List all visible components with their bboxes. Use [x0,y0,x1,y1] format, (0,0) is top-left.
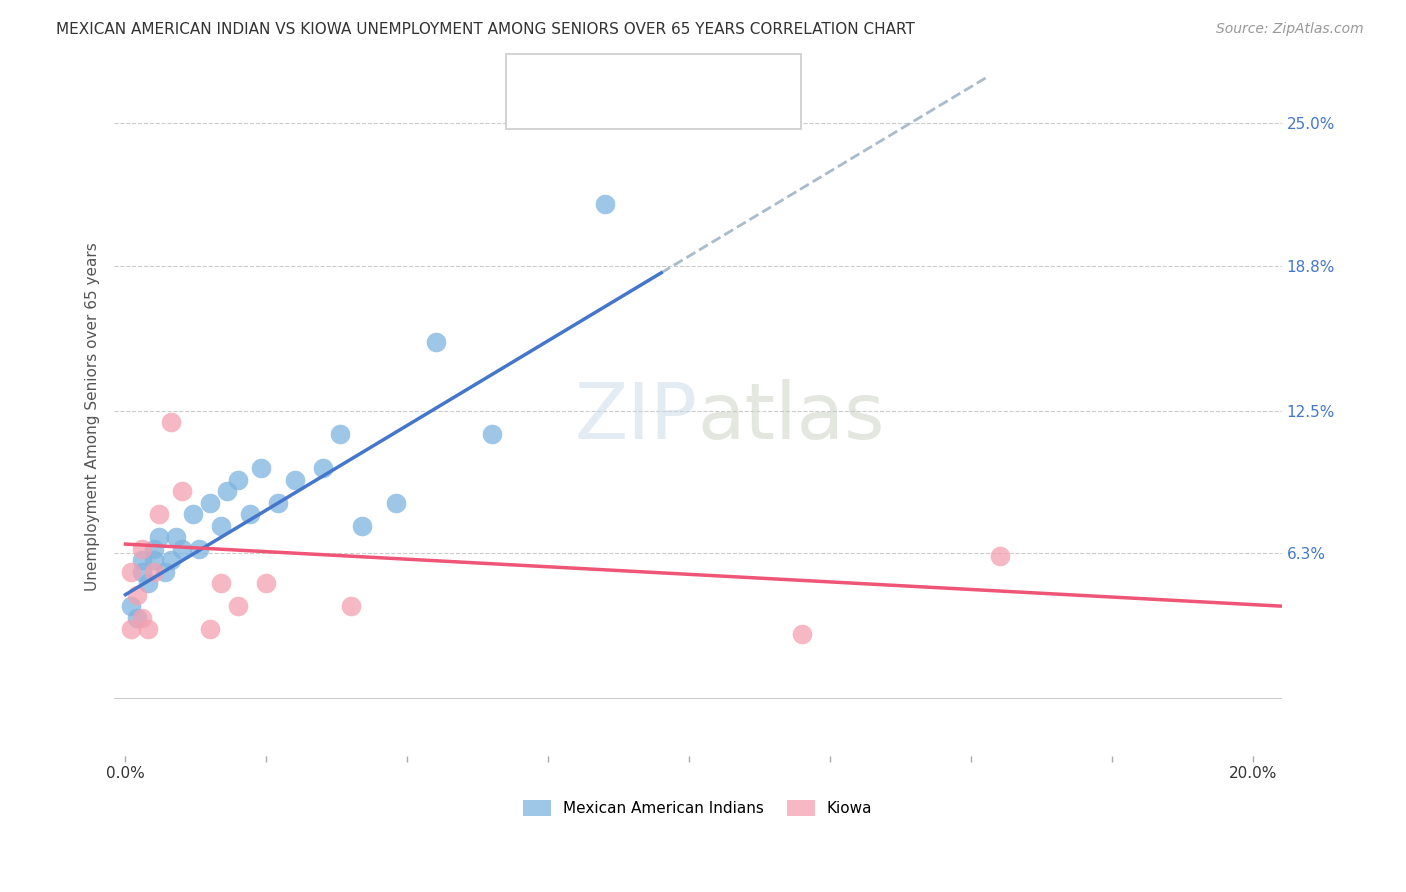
Text: MEXICAN AMERICAN INDIAN VS KIOWA UNEMPLOYMENT AMONG SENIORS OVER 65 YEARS CORREL: MEXICAN AMERICAN INDIAN VS KIOWA UNEMPLO… [56,22,915,37]
Point [131,541,153,556]
Point [226,599,249,614]
Text: ZIP: ZIP [575,378,697,455]
Point [181,507,204,521]
Point [352,518,374,533]
Point [249,461,271,475]
Point [120,622,142,636]
Text: -0.258: -0.258 [589,102,648,120]
Point [136,622,159,636]
Point [148,507,170,521]
Y-axis label: Unemployment Among Seniors over 65 years: Unemployment Among Seniors over 65 years [86,242,100,591]
Point [131,610,153,624]
Point [215,484,238,499]
Text: R =: R = [544,102,581,120]
Point [125,588,148,602]
Point [198,622,221,636]
Point [136,576,159,591]
Point [170,484,193,499]
Point [170,541,193,556]
Point [284,473,307,487]
Point [142,553,165,567]
Point [792,626,814,640]
Point [187,541,209,556]
Point [209,576,232,591]
Point [131,565,153,579]
Point [425,334,447,349]
Text: atlas: atlas [697,378,886,455]
Bar [512,61,533,87]
Point [159,415,181,429]
Point [159,553,181,567]
Point [209,518,232,533]
Point [340,599,363,614]
Point [593,197,616,211]
Point [312,461,335,475]
Point [120,599,142,614]
Point [142,541,165,556]
Point [226,473,249,487]
Point [329,426,352,441]
Point [988,549,1011,563]
Point [125,610,148,624]
FancyBboxPatch shape [506,54,801,129]
Point [256,576,278,591]
Text: N = 29: N = 29 [678,65,740,83]
Point [153,565,176,579]
Point [385,496,408,510]
Point [198,496,221,510]
Legend: Mexican American Indians, Kiowa: Mexican American Indians, Kiowa [517,794,879,822]
Text: 0.440: 0.440 [589,65,641,83]
Text: R =: R = [544,65,581,83]
Point [238,507,260,521]
Point [120,565,142,579]
Point [142,565,165,579]
Bar [512,96,533,123]
Text: Source: ZipAtlas.com: Source: ZipAtlas.com [1216,22,1364,37]
Point [165,530,187,544]
Point [267,496,290,510]
Text: N = 17: N = 17 [678,102,740,120]
Point [131,553,153,567]
Point [148,530,170,544]
Point [481,426,503,441]
